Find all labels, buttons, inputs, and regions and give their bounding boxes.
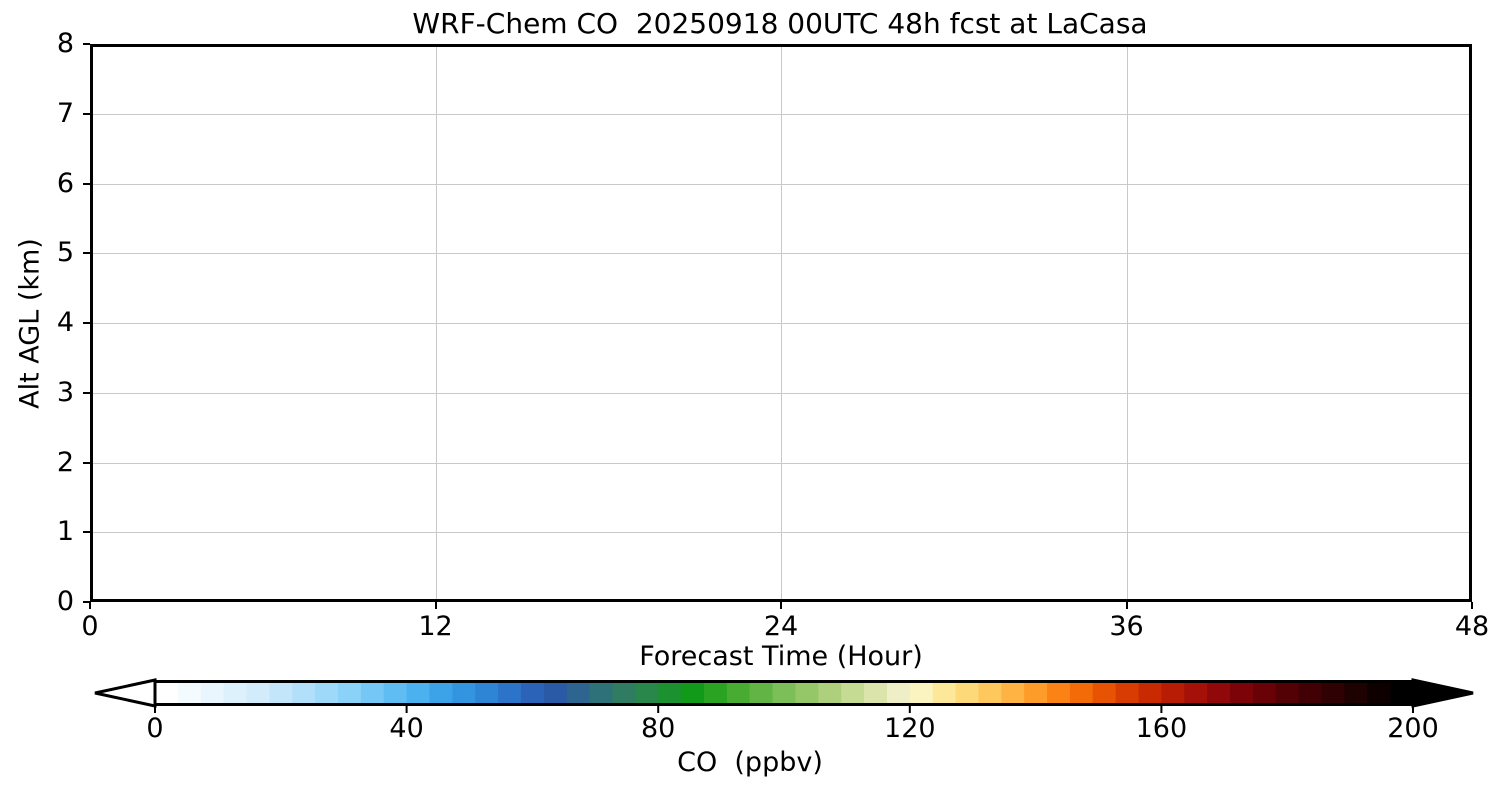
colorbar-segment [498, 680, 522, 706]
colorbar-segment [1390, 680, 1414, 706]
y-tick-mark [83, 112, 90, 115]
colorbar-extend-min-arrow [94, 678, 157, 708]
gridline-vertical [1126, 47, 1128, 599]
colorbar-tick-label: 160 [1135, 713, 1188, 744]
x-tick-label: 24 [763, 611, 799, 642]
colorbar-segment [475, 680, 499, 706]
colorbar-segment [315, 680, 339, 706]
colorbar-segment [246, 680, 270, 706]
colorbar-tick-label: 40 [389, 713, 424, 744]
y-tick-mark [83, 531, 90, 534]
colorbar-segment [589, 680, 614, 706]
colorbar-tick-label-group: 0 40 80 120 160 200 [0, 714, 1500, 750]
colorbar-segment [1184, 680, 1208, 706]
colorbar-segment [269, 680, 293, 706]
page-title: WRF-Chem CO 20250918 00UTC 48h fcst at L… [412, 7, 1148, 40]
colorbar-segment [772, 680, 797, 706]
colorbar-segment [406, 680, 431, 706]
plot-data-canvas [93, 47, 1469, 599]
colorbar-segment [360, 680, 385, 706]
plot-area [90, 44, 1472, 602]
colorbar-segment [1069, 680, 1094, 706]
colorbar-extend-max-arrow [1411, 678, 1474, 708]
colorbar-tick-label: 0 [146, 713, 164, 744]
colorbar-segment [703, 680, 728, 706]
colorbar-segment [452, 680, 476, 706]
colorbar-segment [566, 680, 591, 706]
x-tick-mark [89, 602, 91, 609]
colorbar-segment [886, 680, 911, 706]
colorbar-segment [1138, 680, 1162, 706]
colorbar-segment [909, 680, 934, 706]
gridline-vertical [435, 47, 437, 599]
colorbar-segment [1367, 680, 1391, 706]
colorbar-segment [1092, 680, 1117, 706]
colorbar-segment [932, 680, 957, 706]
colorbar-tick-label: 80 [641, 713, 676, 744]
colorbar-segment [155, 680, 179, 706]
colorbar-segment [1230, 680, 1254, 706]
x-tick-label: 0 [81, 611, 99, 642]
y-tick-mark [83, 182, 90, 185]
colorbar-segment [1321, 680, 1345, 706]
colorbar-segment [543, 680, 568, 706]
y-tick-mark [83, 252, 90, 255]
colorbar-segment [841, 680, 865, 706]
y-tick-mark [83, 322, 90, 324]
colorbar-segment [200, 680, 225, 706]
colorbar-segment [864, 680, 888, 706]
colorbar-segment [635, 680, 659, 706]
colorbar-segment [1047, 680, 1071, 706]
y-tick-mark [83, 601, 90, 603]
colorbar-segment [223, 680, 248, 706]
colorbar-segment [978, 680, 1002, 706]
gridline-vertical [781, 47, 782, 599]
colorbar-segment [337, 680, 362, 706]
x-tick-mark [1471, 602, 1473, 609]
x-tick-label: 48 [1454, 611, 1490, 642]
y-tick-mark [83, 391, 90, 394]
colorbar-segment [1001, 680, 1025, 706]
colorbar-segment [1275, 680, 1300, 706]
colorbar-segment [658, 680, 682, 706]
colorbar-segment [1252, 680, 1277, 706]
colorbar-segment [520, 680, 545, 706]
colorbar-segment [1298, 680, 1323, 706]
y-axis-label: Alt AGL (km) [14, 238, 46, 409]
x-tick-label: 36 [1109, 611, 1144, 642]
colorbar-segment [177, 680, 202, 706]
colorbar-segment [749, 680, 774, 706]
colorbar-segment [292, 680, 316, 706]
colorbar-segment [955, 680, 980, 706]
colorbar-segment [1207, 680, 1231, 706]
y-tick-mark [83, 461, 90, 464]
x-tick-mark [434, 602, 437, 609]
x-tick-label: 12 [418, 611, 453, 642]
x-tick-mark [1125, 602, 1128, 609]
y-tick-mark [83, 43, 90, 45]
colorbar-segment [795, 680, 819, 706]
colorbar-segment [612, 680, 636, 706]
colorbar-gradient [94, 678, 1474, 713]
x-tick-label-group: 0 12 24 36 48 [0, 602, 1500, 646]
x-axis-label: Forecast Time (Hour) [639, 641, 923, 672]
colorbar-segment [818, 680, 842, 706]
colorbar-segment [429, 680, 453, 706]
colorbar-tick-label: 200 [1387, 713, 1439, 744]
colorbar-tick-label: 120 [884, 713, 936, 744]
colorbar-segment [1024, 680, 1048, 706]
colorbar-segment [383, 680, 408, 706]
colorbar-segment [1161, 680, 1185, 706]
colorbar-segment [1115, 680, 1140, 706]
colorbar-label: CO (ppbv) [677, 747, 823, 778]
x-tick-mark [780, 602, 782, 609]
colorbar-segment [1344, 680, 1368, 706]
colorbar: 0 40 80 120 160 200 CO (ppbv) [0, 672, 1500, 800]
colorbar-segment [726, 680, 751, 706]
colorbar-segment [681, 680, 705, 706]
